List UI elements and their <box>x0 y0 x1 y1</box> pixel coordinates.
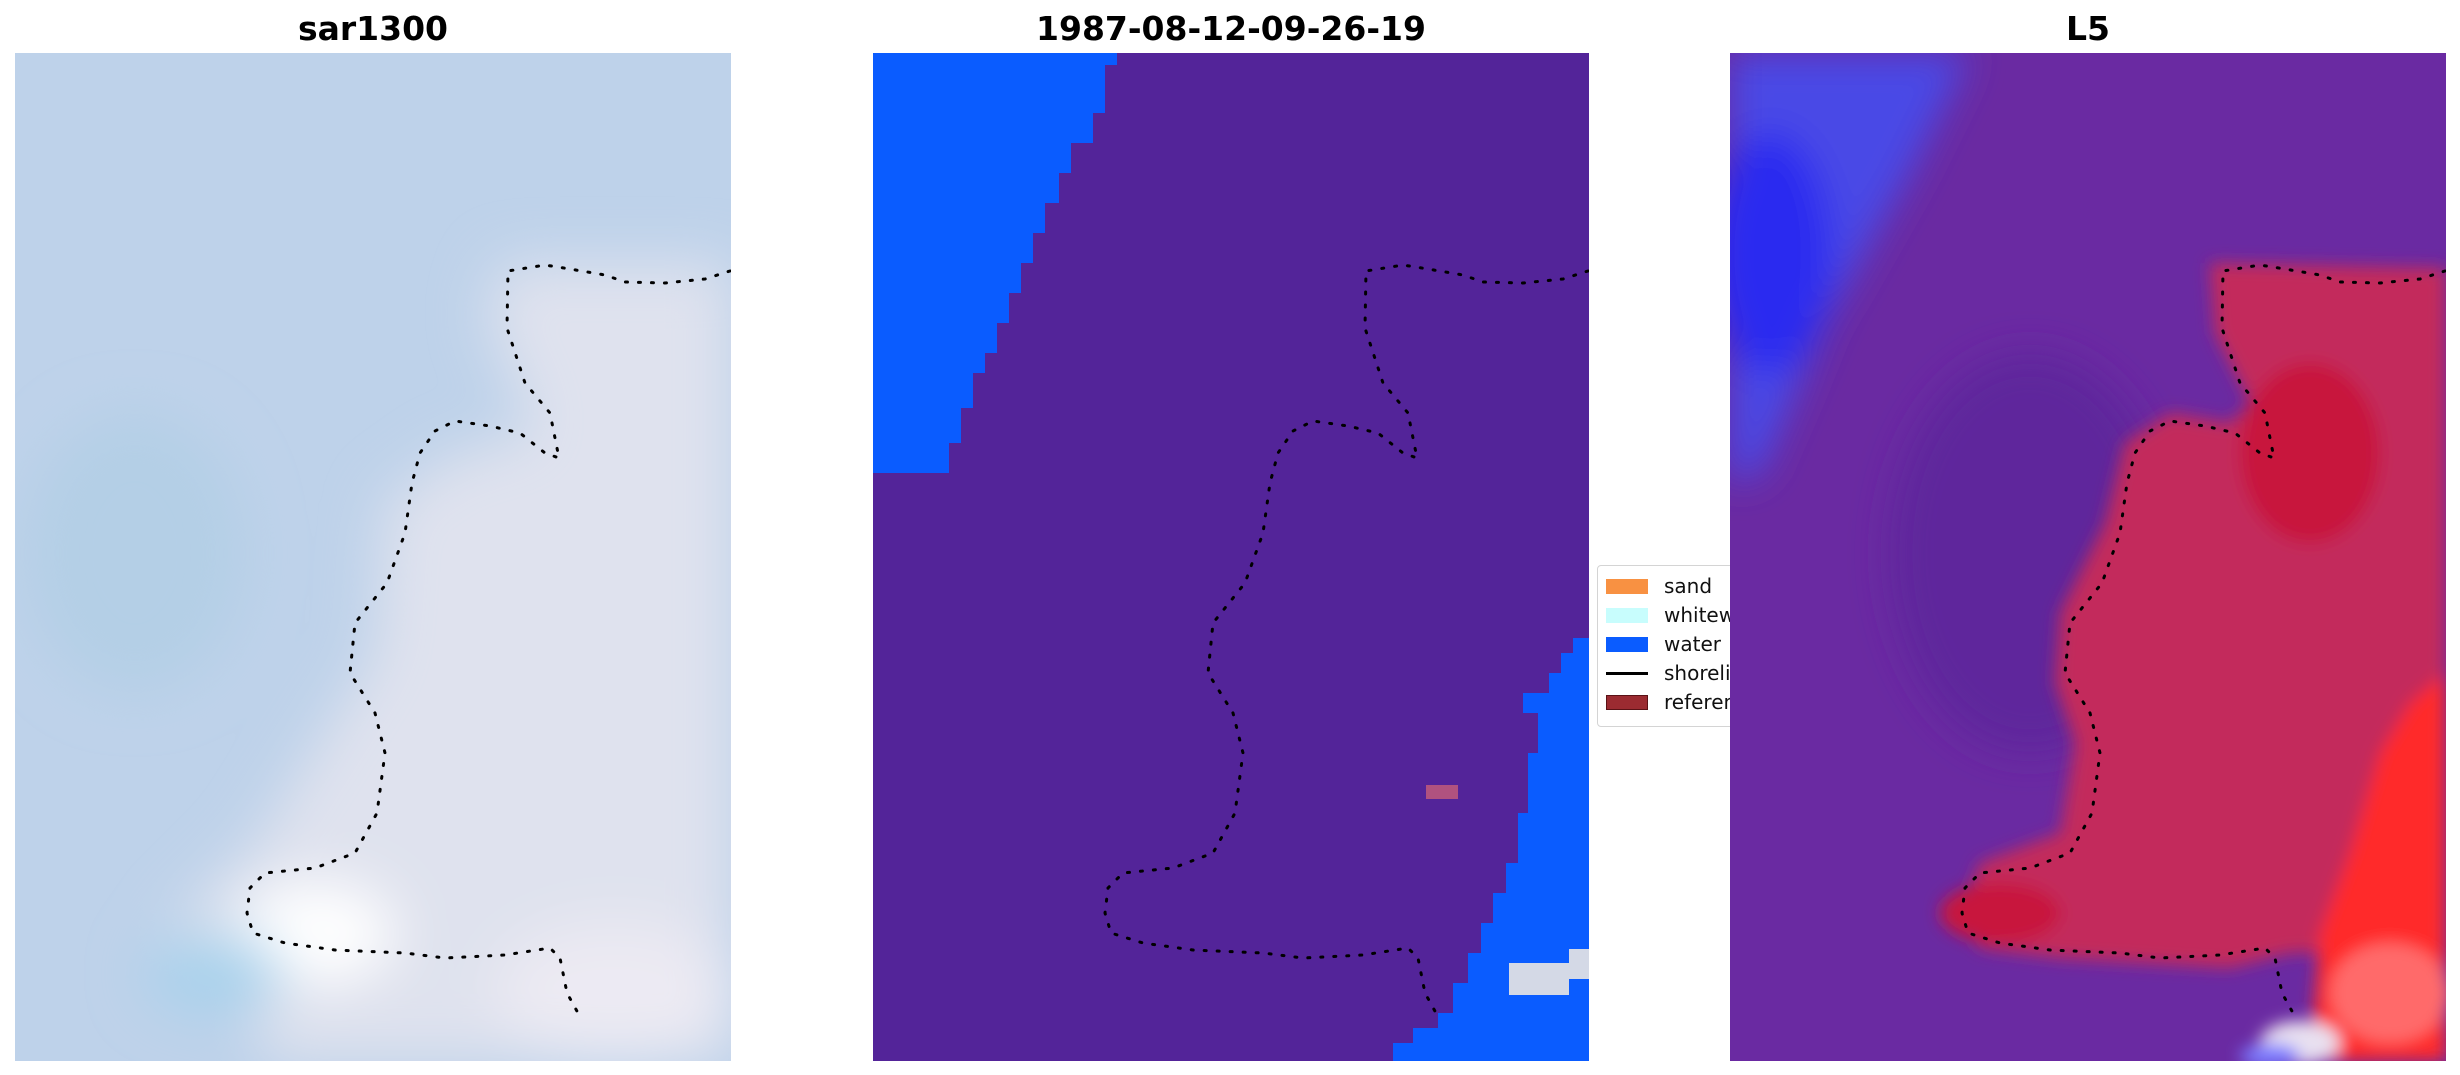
panel-title-date: 1987-08-12-09-26-19 <box>1036 9 1426 48</box>
shoreline-path <box>245 263 731 1015</box>
legend-swatch-shoreline <box>1606 671 1648 675</box>
legend-swatch-reference <box>1606 694 1648 710</box>
reference-patch <box>1426 785 1458 799</box>
legend-item-shoreline: shoreline <box>1606 660 1748 686</box>
legend-item-reference: reference <box>1606 689 1748 715</box>
legend-label-water: water <box>1664 632 1721 656</box>
shoreline-path <box>1960 263 2446 1015</box>
sar-image <box>15 53 731 1061</box>
panel-title-sar1300: sar1300 <box>297 9 449 48</box>
classification-panel <box>873 53 1589 1061</box>
water-region-right <box>1393 638 1589 1061</box>
l5-image <box>1730 53 2446 1061</box>
legend-swatch-whitewater <box>1606 607 1648 623</box>
sar-image-panel <box>15 53 731 1061</box>
legend-label-sand: sand <box>1664 574 1713 598</box>
panel-title-l5: L5 <box>2066 9 2110 48</box>
shoreline-path <box>1103 263 1589 1015</box>
legend-item-whitewater: whitewater <box>1606 602 1748 628</box>
whitewater-patch-2 <box>1569 949 1589 979</box>
legend-item-sand: sand <box>1606 573 1712 599</box>
water-region-left <box>873 53 1117 473</box>
legend: sand whitewater water shoreline referenc… <box>1597 565 1749 727</box>
whitewater-patch <box>1509 963 1569 995</box>
legend-swatch-sand <box>1606 578 1648 594</box>
legend-item-water: water <box>1606 631 1721 657</box>
l5-image-panel <box>1730 53 2446 1061</box>
classification-map <box>873 53 1589 1061</box>
legend-swatch-water <box>1606 636 1648 652</box>
